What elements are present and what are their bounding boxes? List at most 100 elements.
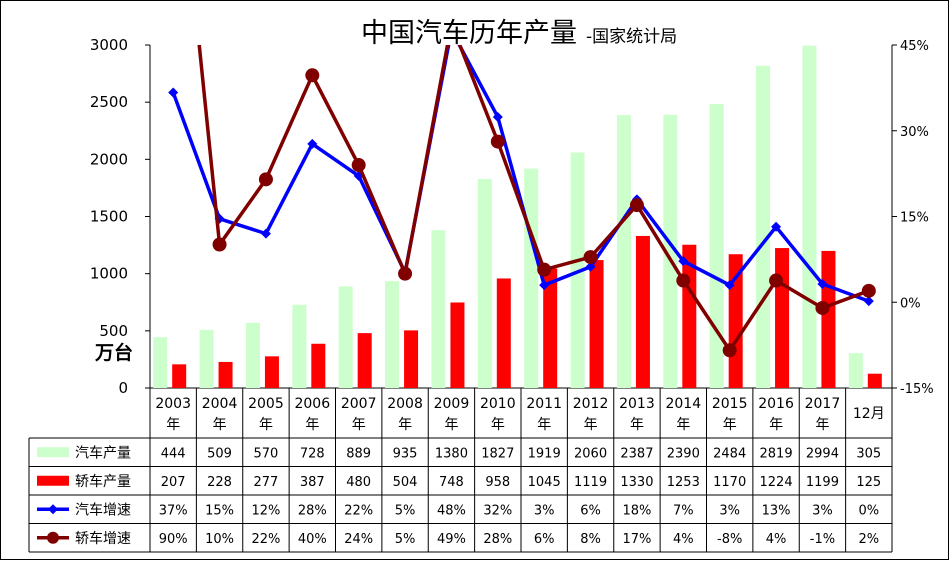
data-label: 2060 [574, 446, 607, 461]
x-tick-label: 年 [630, 417, 644, 433]
bar-sedan-production [543, 268, 558, 388]
legend-label: 轿车增速 [75, 530, 131, 547]
data-label: 24% [344, 532, 373, 547]
x-tick-label: 年 [537, 417, 551, 433]
x-tick-label: 12月 [853, 406, 885, 422]
data-label: 509 [207, 446, 232, 461]
bar-sedan-production [728, 254, 743, 388]
x-tick-label: 年 [723, 417, 737, 433]
x-tick-label: 年 [398, 417, 412, 433]
bar-car-production [756, 65, 771, 388]
marker-car-growth [260, 228, 271, 239]
y-axis-label: 万台 [94, 341, 133, 364]
data-label: 13% [762, 503, 791, 518]
data-label: 28% [298, 503, 327, 518]
data-label: 444 [161, 446, 186, 461]
data-label: 125 [856, 475, 881, 490]
x-tick-label: 2007 [341, 396, 377, 412]
data-label: 728 [300, 446, 325, 461]
data-label: 570 [254, 446, 279, 461]
x-tick-label: 年 [444, 417, 458, 433]
data-label: 48% [437, 503, 466, 518]
bar-sedan-production [635, 235, 650, 388]
bar-car-production [385, 281, 400, 388]
bar-car-production [709, 103, 724, 388]
x-tick-label: 2016 [758, 396, 794, 412]
marker-sedan-growth [398, 266, 413, 281]
legend-key [37, 447, 69, 458]
data-label: 1045 [528, 475, 561, 490]
bar-sedan-production [218, 361, 233, 388]
data-label: 10% [205, 532, 234, 547]
marker-sedan-growth [629, 198, 644, 213]
data-table: 2003 年 2004 年 2005 年 2006 年 2007 年 2008 年 2009 年 2010 年… [28, 388, 893, 553]
marker-car-growth [724, 280, 735, 291]
y2-tick-label: 45% [900, 39, 929, 54]
data-label: 28% [483, 532, 512, 547]
x-tick-label: 年 [259, 417, 273, 433]
data-label: 6% [534, 532, 555, 547]
data-label: 17% [622, 532, 651, 547]
data-label: 37% [159, 503, 188, 518]
data-label: 1224 [760, 475, 793, 490]
data-label: 15% [205, 503, 234, 518]
x-tick-label: 2006 [294, 396, 330, 412]
bar-sedan-production [496, 278, 511, 388]
data-label: 1330 [620, 475, 653, 490]
data-label: 3% [534, 503, 555, 518]
data-label: 22% [251, 532, 280, 547]
marker-car-growth [539, 280, 550, 291]
marker-sedan-growth [212, 237, 227, 252]
data-label: 22% [344, 503, 373, 518]
chart-subtitle: -国家统计局 [586, 27, 677, 47]
bar-car-production [199, 329, 214, 388]
x-tick-label: 2015 [712, 396, 748, 412]
data-label: 480 [346, 475, 371, 490]
x-tick-label: 2012 [573, 396, 609, 412]
marker-car-growth [771, 221, 782, 232]
bar-sedan-production [404, 330, 419, 388]
bar-sedan-production [172, 364, 187, 388]
x-tick-label: 年 [676, 417, 690, 433]
x-tick-label: 年 [305, 417, 319, 433]
bar-sedan-production [450, 302, 465, 388]
x-tick-label: 年 [815, 417, 829, 433]
data-label: 18% [622, 503, 651, 518]
marker-sedan-growth [815, 300, 830, 315]
bar-car-production [477, 179, 492, 388]
marker-sedan-growth [583, 250, 598, 265]
y-tick-label: 0 [118, 379, 128, 397]
x-tick-label: 年 [491, 417, 505, 433]
data-label: 935 [393, 446, 418, 461]
data-label: 49% [437, 532, 466, 547]
data-label: 305 [856, 446, 881, 461]
data-label: 12% [251, 503, 280, 518]
y-tick-label: 500 [99, 322, 128, 340]
x-tick-label: 年 [769, 417, 783, 433]
marker-sedan-growth [537, 262, 552, 277]
bar-car-production [663, 114, 678, 388]
bar-sedan-production [775, 248, 790, 388]
data-label: 504 [393, 475, 418, 490]
data-label: 1827 [481, 446, 514, 461]
data-label: 3% [719, 503, 740, 518]
x-tick-label: 年 [213, 417, 227, 433]
marker-sedan-growth [722, 343, 737, 358]
marker-sedan-growth [351, 158, 366, 173]
bar-sedan-production [311, 343, 326, 388]
marker-car-growth [585, 261, 596, 272]
x-tick-label: 年 [166, 417, 180, 433]
x-tick-label: 2004 [202, 396, 238, 412]
legend-marker [48, 504, 58, 515]
data-label: 748 [439, 475, 464, 490]
data-label: 277 [254, 475, 279, 490]
data-label: 7% [673, 503, 694, 518]
marker-car-growth [307, 138, 318, 149]
bar-sedan-production [867, 373, 882, 388]
marker-car-growth [492, 112, 503, 123]
x-tick-label: 2013 [619, 396, 655, 412]
data-label: 8% [580, 532, 601, 547]
data-label: 1253 [667, 475, 700, 490]
